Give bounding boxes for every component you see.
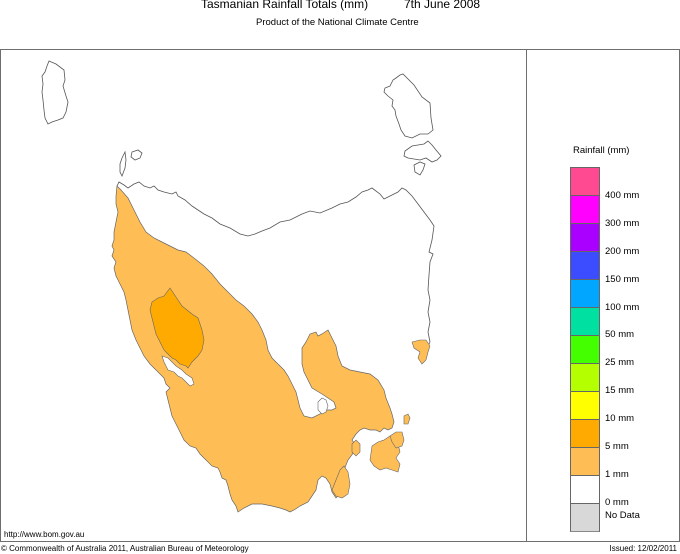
legend-swatch-0mm — [570, 475, 600, 503]
mainland-outline — [116, 181, 435, 351]
legend-label: 25 mm — [605, 357, 635, 368]
legend-swatch-400mm — [570, 167, 600, 195]
legend-swatch-15mm — [570, 363, 600, 391]
legend-swatch-200mm — [570, 223, 600, 251]
title-text: Tasmanian Rainfall Totals (mm) — [201, 0, 369, 11]
legend-swatch-10mm — [570, 391, 600, 419]
rainfall-5-10mm-area — [149, 287, 205, 369]
legend-swatch-nodata — [570, 503, 600, 532]
legend-title: Rainfall (mm) — [573, 145, 630, 156]
tasman-peninsula — [369, 435, 401, 473]
bom-url-link[interactable]: http://www.bom.gov.au — [4, 530, 85, 539]
map-title: Tasmanian Rainfall Totals (mm) 7th June … — [0, 0, 680, 13]
legend-label: 1 mm — [605, 469, 629, 480]
flinders-island — [383, 73, 434, 139]
legend-swatch-150mm — [570, 251, 600, 279]
legend-label: No Data — [605, 510, 640, 521]
legend-label: 150 mm — [605, 274, 640, 285]
legend-swatch-5mm — [570, 419, 600, 447]
legend-swatch-25mm — [570, 335, 600, 363]
legend-label: 50 mm — [605, 329, 635, 340]
legend-swatch-1mm — [570, 447, 600, 475]
legend-label: 400 mm — [605, 190, 640, 201]
legend-swatch-300mm — [570, 195, 600, 223]
macquarie-harbour — [161, 355, 195, 387]
legend-label: 10 mm — [605, 413, 635, 424]
legend-color-bar — [570, 167, 600, 532]
title-date: 7th June 2008 — [404, 0, 481, 11]
legend-swatch-100mm — [570, 279, 600, 307]
subtitle: Product of the National Climate Centre — [256, 17, 419, 28]
legend-label: 0 mm — [605, 497, 629, 508]
legend-divider — [526, 49, 527, 541]
issued-date: Issued: 12/02/2011 — [609, 544, 677, 553]
king-island — [41, 60, 69, 125]
legend-label: 100 mm — [605, 302, 640, 313]
legend-swatch-50mm — [570, 307, 600, 335]
tasmania-rainfall-map — [41, 60, 442, 513]
legend-label: 300 mm — [605, 218, 640, 229]
legend-label: 15 mm — [605, 385, 635, 396]
copyright-notice: © Commonwealth of Australia 2011, Austra… — [1, 544, 249, 553]
legend-label: 200 mm — [605, 246, 640, 257]
legend-label: 5 mm — [605, 441, 629, 452]
